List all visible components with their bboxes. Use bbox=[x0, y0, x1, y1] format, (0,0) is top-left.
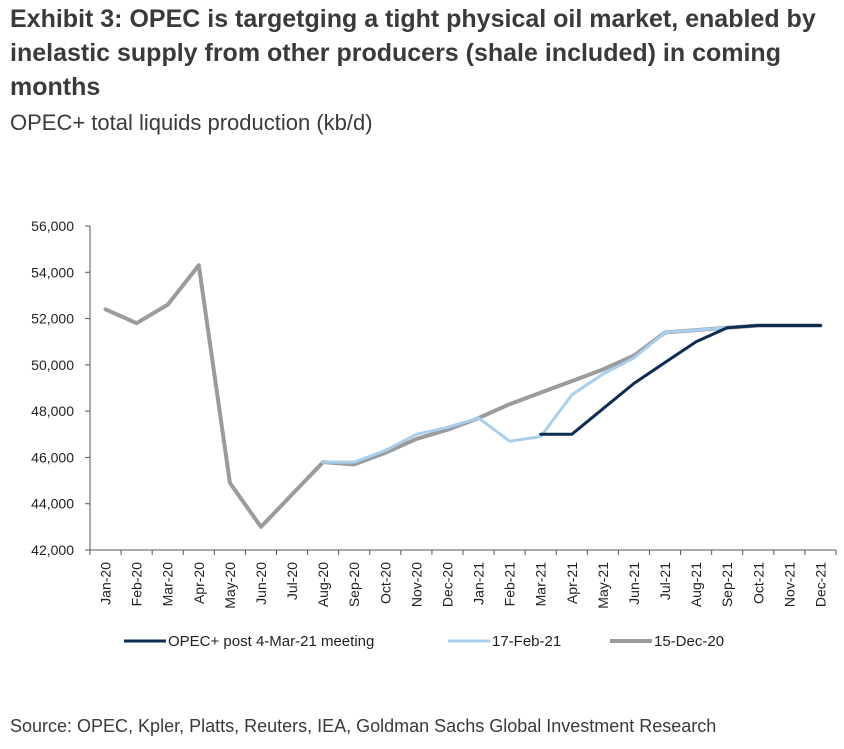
source-note: Source: OPEC, Kpler, Platts, Reuters, IE… bbox=[10, 716, 717, 736]
x-tick-label: May-20 bbox=[222, 562, 238, 609]
x-tick-label: Apr-20 bbox=[191, 562, 207, 604]
legend-label-1: OPEC+ post 4-Mar-21 meeting bbox=[168, 633, 374, 650]
x-tick-label: Sep-20 bbox=[346, 562, 362, 607]
x-tick-label: Feb-21 bbox=[502, 562, 518, 607]
x-tick-label: Jun-20 bbox=[253, 562, 269, 605]
chart-subtitle: OPEC+ total liquids production (kb/d) bbox=[10, 110, 373, 135]
series-line-2 bbox=[321, 324, 822, 464]
x-tick-label: Feb-20 bbox=[129, 562, 145, 607]
x-tick-label: Apr-21 bbox=[564, 562, 580, 604]
x-tick-label: Aug-20 bbox=[315, 562, 331, 607]
x-tick-label: Jan-20 bbox=[98, 562, 114, 605]
x-tick-label: Oct-20 bbox=[377, 562, 393, 604]
x-tick-label: Sep-21 bbox=[719, 562, 735, 607]
y-tick-label: 48,000 bbox=[31, 403, 74, 419]
y-tick-label: 42,000 bbox=[31, 542, 74, 558]
x-tick-label: Jan-21 bbox=[471, 562, 487, 605]
y-tick-label: 56,000 bbox=[31, 218, 74, 234]
x-tick-label: Nov-20 bbox=[408, 562, 424, 607]
chart-title: Exhibit 3: OPEC is targetging a tight ph… bbox=[10, 5, 816, 101]
x-tick-label: Nov-21 bbox=[781, 562, 797, 607]
x-tick-label: Jul-20 bbox=[284, 562, 300, 600]
x-tick-label: Jun-21 bbox=[626, 562, 642, 605]
x-tick-label: Oct-21 bbox=[750, 562, 766, 604]
y-tick-label: 44,000 bbox=[31, 496, 74, 512]
x-tick-label: Jul-21 bbox=[657, 562, 673, 600]
x-tick-label: May-21 bbox=[595, 562, 611, 609]
y-tick-label: 54,000 bbox=[31, 264, 74, 280]
y-tick-label: 52,000 bbox=[31, 311, 74, 327]
x-tick-label: Aug-21 bbox=[688, 562, 704, 607]
x-tick-label: Dec-20 bbox=[439, 562, 455, 607]
y-tick-label: 46,000 bbox=[31, 449, 74, 465]
series-line-1 bbox=[539, 324, 822, 436]
y-tick-label: 50,000 bbox=[31, 357, 74, 373]
legend-label-2: 17-Feb-21 bbox=[492, 633, 561, 650]
legend-label-3: 15-Dec-20 bbox=[654, 633, 724, 650]
series-line-3 bbox=[103, 263, 823, 529]
line-chart: 42,000 44,000 46,000 48,000 50,000 52,000 54,0… bbox=[31, 218, 837, 650]
x-tick-label: Mar-20 bbox=[160, 562, 176, 607]
x-tick-label: Dec-21 bbox=[812, 562, 828, 607]
x-tick-label: Mar-21 bbox=[533, 562, 549, 607]
